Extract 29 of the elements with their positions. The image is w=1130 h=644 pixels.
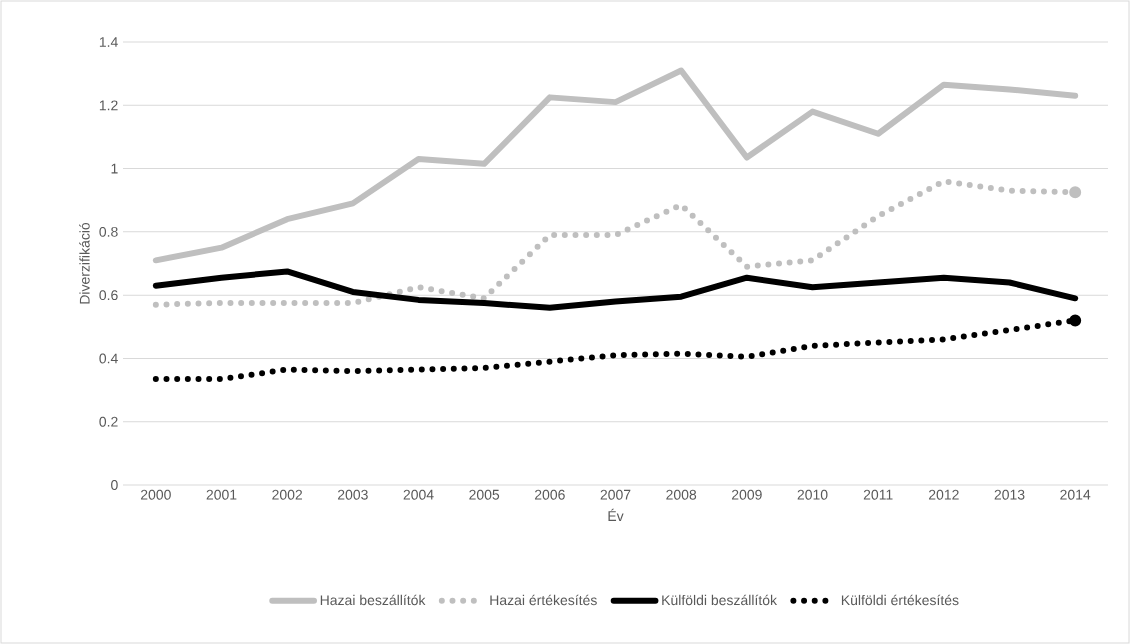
x-tick-label: 2007	[600, 489, 631, 500]
x-axis-title: Év	[608, 508, 624, 521]
y-tick-label: 0	[111, 480, 118, 490]
legend-label: Hazai értékesítés	[490, 594, 597, 606]
x-tick-label: 2005	[469, 489, 500, 500]
x-tick-label: 2012	[928, 489, 959, 500]
legend-label: Hazai beszállítók	[320, 594, 426, 606]
x-tick-label: 2006	[534, 489, 565, 500]
x-tick-label: 2004	[403, 489, 434, 500]
y-tick-label: 1.4	[99, 37, 118, 47]
x-tick-label: 2009	[731, 489, 762, 500]
x-tick-label: 2008	[666, 489, 697, 500]
x-tick-label: 2003	[337, 489, 368, 500]
x-tick-label: 2014	[1060, 489, 1091, 500]
y-tick-label: 0.4	[99, 353, 118, 364]
y-axis-title: Diverzifikáció	[79, 222, 90, 304]
x-tick-label: 2013	[994, 489, 1025, 500]
x-tick-label: 2010	[797, 489, 828, 500]
y-tick-label: 1.2	[99, 100, 118, 111]
y-tick-label: 0.2	[99, 416, 118, 427]
y-tick-label: 0.8	[99, 226, 118, 237]
x-tick-label: 2000	[140, 489, 171, 500]
y-tick-label: 1	[111, 163, 118, 174]
y-tick-label: 0.6	[99, 290, 118, 301]
x-tick-label: 2011	[863, 489, 893, 500]
legend-label: Külföldi beszállítók	[662, 594, 778, 606]
x-tick-label: 2002	[272, 489, 303, 500]
legend-label: Külföldi értékesítés	[841, 594, 959, 606]
x-tick-label: 2001	[206, 489, 237, 500]
